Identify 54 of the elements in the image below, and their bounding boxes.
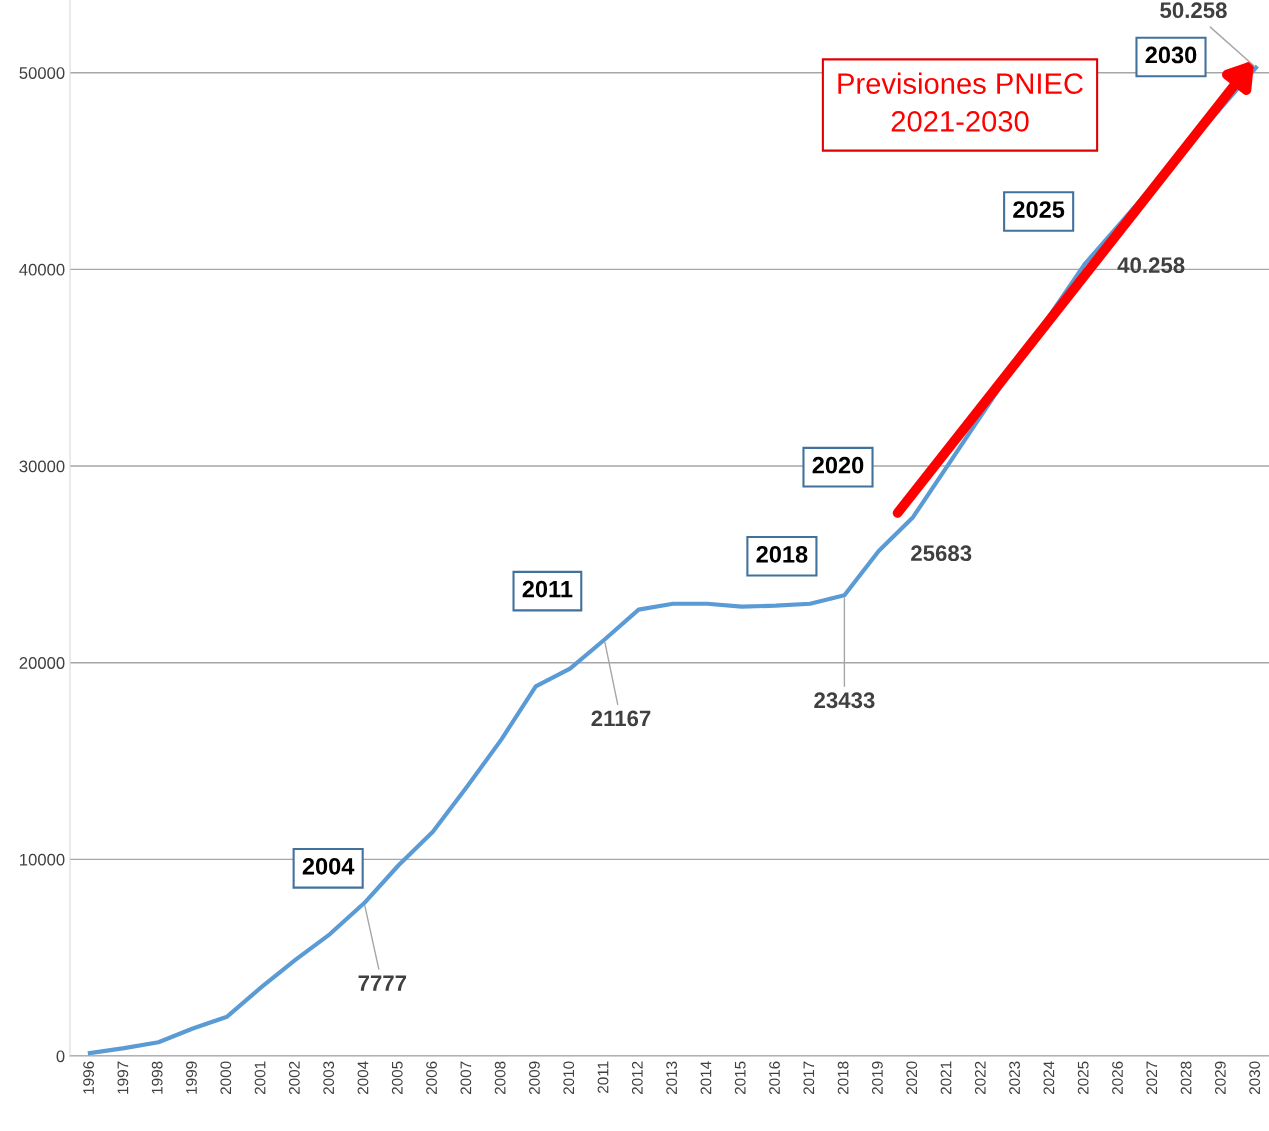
- x-tick-label: 2026: [1112, 1061, 1123, 1095]
- annotation: 2020: [812, 456, 864, 474]
- annotation: 23433: [814, 692, 875, 709]
- x-tick-label: 2011: [597, 1061, 609, 1093]
- y-tick-label: 50000: [19, 67, 65, 79]
- x-tick-label: 1996: [83, 1061, 94, 1094]
- annotation: 50.258: [1160, 2, 1227, 19]
- x-tick-label: 2028: [1180, 1061, 1192, 1095]
- annotation: 2018: [756, 545, 808, 563]
- annotation: 2025: [1013, 201, 1065, 218]
- x-tick-label: 2010: [563, 1061, 575, 1095]
- x-tick-label: 2030: [1249, 1061, 1261, 1095]
- x-tick-label: 2009: [529, 1061, 540, 1095]
- x-tick-label: 2017: [803, 1061, 815, 1095]
- x-tick-label: 2025: [1077, 1061, 1089, 1095]
- annotation: 21167: [591, 710, 651, 727]
- y-tick-label: 20000: [19, 657, 65, 669]
- x-tick-label: 2023: [1009, 1061, 1020, 1095]
- annotation: 2011: [522, 580, 573, 598]
- y-tick-label: 10000: [20, 853, 65, 866]
- annotation: 25683: [911, 545, 972, 562]
- x-tick-label: 2012: [631, 1061, 643, 1095]
- x-tick-label: 2003: [323, 1061, 335, 1095]
- y-tick-label: 30000: [19, 460, 65, 473]
- x-tick-label: 1999: [186, 1061, 197, 1094]
- x-tick-label: 2018: [837, 1061, 849, 1095]
- x-tick-label: 1998: [151, 1061, 163, 1094]
- x-tick-label: 2000: [220, 1061, 232, 1095]
- x-tick-label: 2006: [426, 1061, 437, 1095]
- y-tick-label: 40000: [19, 263, 65, 276]
- x-tick-label: 2022: [974, 1061, 986, 1095]
- x-tick-label: 2024: [1043, 1061, 1055, 1095]
- x-tick-label: 2008: [494, 1061, 506, 1095]
- annotation: 7777: [358, 975, 407, 991]
- x-tick-label: 2004: [357, 1061, 369, 1095]
- x-tick-label: 2020: [906, 1061, 918, 1095]
- x-tick-label: 2005: [391, 1061, 403, 1095]
- annotation: 40.258: [1117, 257, 1185, 274]
- x-tick-label: 2002: [288, 1061, 300, 1095]
- x-tick-label: 2014: [700, 1061, 712, 1095]
- annotation: Previsiones PNIEC 2021-2030: [838, 72, 1083, 132]
- annotation: 2004: [302, 857, 355, 875]
- x-tick-label: 2029: [1214, 1061, 1226, 1095]
- x-tick-label: 2016: [769, 1061, 780, 1095]
- y-tick-label: 0: [56, 1050, 65, 1063]
- x-tick-label: 2015: [734, 1061, 746, 1095]
- x-tick-label: 1997: [117, 1061, 129, 1094]
- annotation: 2030: [1145, 46, 1197, 64]
- x-tick-label: 2019: [871, 1061, 883, 1095]
- x-tick-label: 2021: [940, 1061, 952, 1095]
- x-tick-label: 2001: [254, 1061, 266, 1095]
- x-tick-label: 2007: [460, 1061, 472, 1095]
- x-tick-label: 2013: [666, 1061, 678, 1095]
- x-tick-label: 2027: [1146, 1061, 1158, 1095]
